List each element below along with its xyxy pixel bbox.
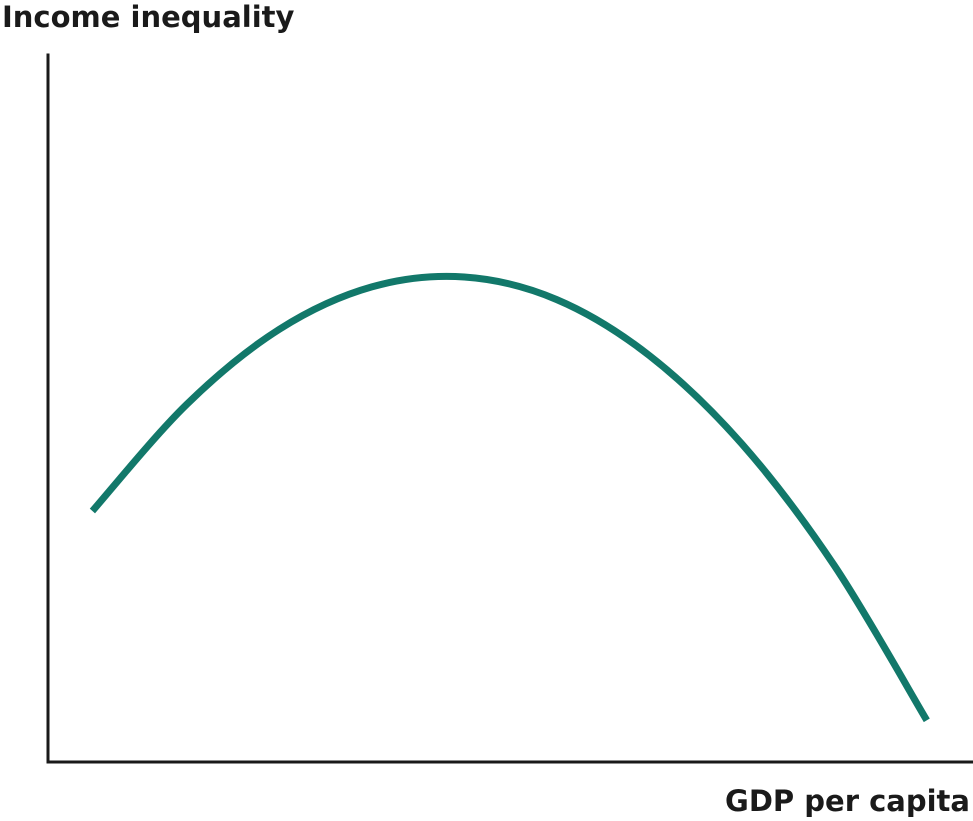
series-line-curve [89, 272, 930, 723]
x-axis-title: GDP per capita [725, 784, 970, 818]
y-axis-title: Income inequality [2, 0, 295, 34]
axis-lines [46, 53, 973, 764]
